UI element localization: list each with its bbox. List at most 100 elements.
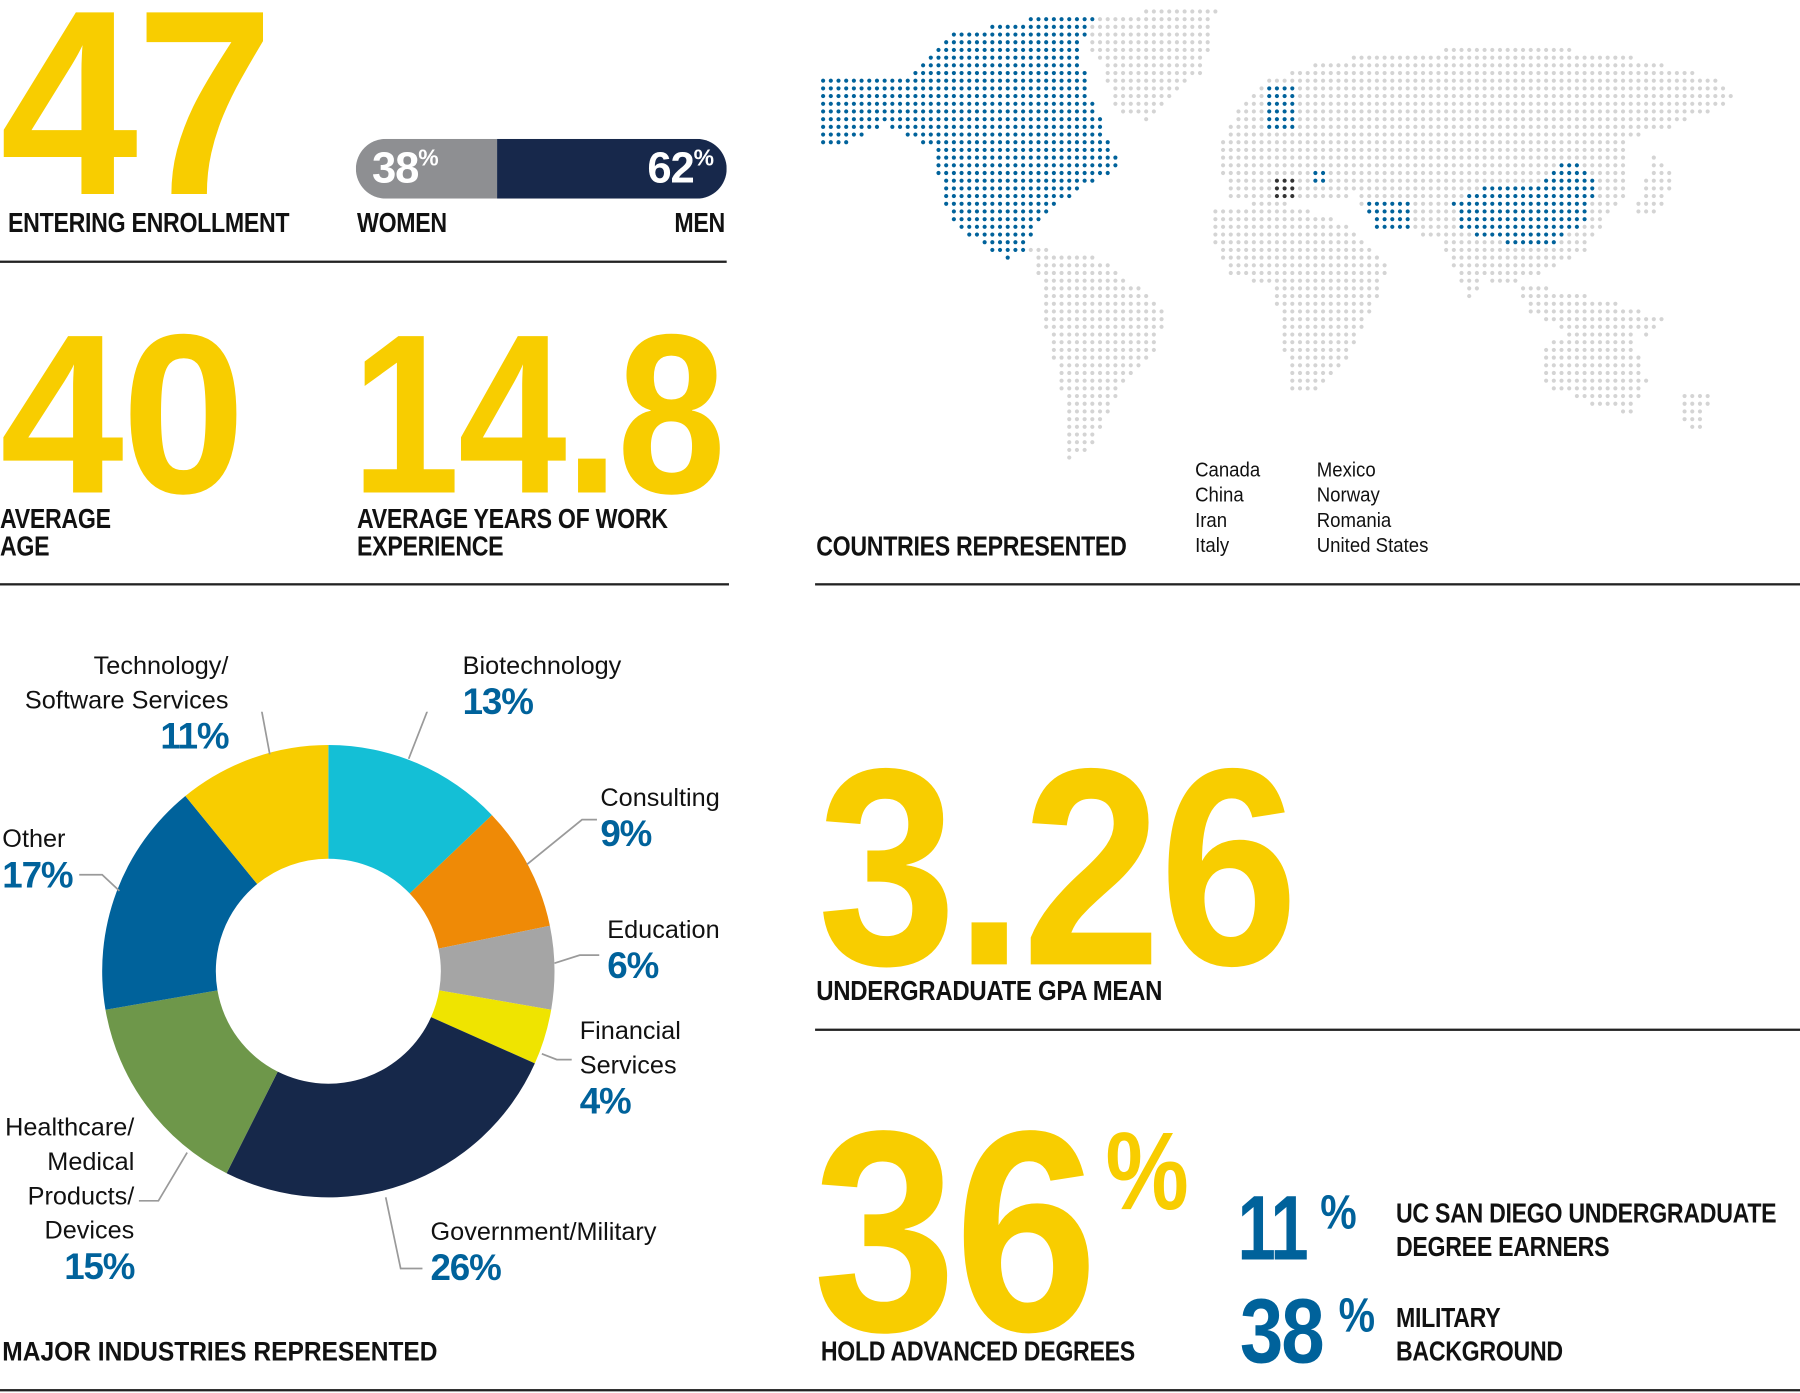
map-dot — [1605, 386, 1610, 391]
map-dot — [1282, 286, 1287, 291]
map-dot — [1451, 163, 1456, 168]
map-dot — [1321, 140, 1326, 145]
map-dot — [1144, 101, 1149, 106]
map-dot — [1074, 424, 1080, 429]
map-dot — [1459, 101, 1464, 106]
map-dot — [1282, 170, 1287, 176]
map-dot — [1344, 63, 1349, 68]
map-dot — [1451, 178, 1456, 183]
map-dot — [1344, 70, 1349, 76]
map-dot — [1590, 178, 1595, 183]
map-dot — [1567, 240, 1572, 245]
map-dot — [1074, 17, 1080, 22]
map-dot — [990, 40, 995, 45]
map-dot — [1651, 178, 1656, 183]
map-dot — [1590, 94, 1595, 99]
map-dot — [1282, 155, 1287, 160]
map-dot — [990, 63, 995, 68]
map-dot — [1367, 263, 1372, 268]
map-dot — [1582, 324, 1587, 329]
map-dot — [1490, 170, 1495, 176]
country-item: United States — [1316, 533, 1429, 557]
map-dot — [1244, 124, 1249, 129]
map-dot — [1290, 186, 1295, 191]
map-dot — [1297, 324, 1303, 329]
donut-slice — [431, 990, 552, 1064]
map-dot — [1067, 309, 1072, 314]
map-dot — [1013, 194, 1018, 199]
map-dot — [1613, 370, 1618, 376]
map-dot — [1074, 340, 1080, 345]
map-dot — [1697, 409, 1703, 414]
map-dot — [1367, 155, 1372, 160]
map-dot — [1274, 255, 1279, 260]
map-dot — [1036, 132, 1041, 137]
map-dot — [1597, 355, 1603, 360]
map-dot — [1074, 355, 1080, 360]
map-dot — [997, 201, 1003, 206]
map-dot — [1067, 140, 1072, 145]
map-dot — [1374, 94, 1379, 99]
map-dot — [1005, 217, 1010, 222]
map-dot — [1590, 63, 1595, 68]
map-dot — [1013, 94, 1018, 99]
map-dot — [1459, 155, 1464, 160]
country-item: Italy — [1195, 533, 1230, 557]
map-dot — [1082, 124, 1087, 129]
map-dot — [1582, 370, 1587, 376]
map-dot — [1574, 332, 1579, 337]
map-dot — [1682, 86, 1687, 91]
map-dot — [1121, 317, 1126, 322]
map-dot — [1044, 86, 1049, 91]
map-dot — [944, 194, 949, 199]
map-dot — [1359, 117, 1364, 122]
map-dot — [1590, 317, 1595, 322]
map-dot — [1497, 124, 1503, 129]
map-dot — [951, 209, 956, 214]
slice-label-text: Devices — [44, 1215, 135, 1245]
map-dot — [1474, 263, 1479, 268]
map-dot — [1290, 124, 1295, 129]
map-dot — [1105, 32, 1110, 37]
map-dot — [1490, 163, 1495, 168]
map-dot — [1144, 317, 1149, 322]
map-dot — [1636, 209, 1641, 214]
map-dot — [1282, 247, 1287, 252]
map-dot — [1551, 247, 1556, 252]
map-dot — [1436, 140, 1441, 145]
map-dot — [1397, 186, 1403, 191]
map-dot — [1351, 86, 1356, 91]
gender-bar: 38% 62% — [355, 138, 727, 199]
map-dot — [905, 101, 910, 106]
map-dot — [1467, 224, 1472, 229]
map-dot — [1067, 401, 1072, 406]
map-dot — [990, 24, 995, 29]
map-dot — [1121, 278, 1126, 283]
map-dot — [1705, 101, 1710, 106]
map-dot — [1097, 124, 1103, 129]
map-dot — [1705, 393, 1710, 399]
map-dot — [821, 140, 826, 145]
map-dot — [1282, 163, 1287, 168]
map-dot — [1074, 309, 1080, 314]
map-dot — [1036, 178, 1041, 183]
map-dot — [1328, 117, 1333, 122]
map-dot — [1513, 117, 1518, 122]
map-dot — [1297, 286, 1303, 291]
map-dot — [1359, 124, 1364, 129]
map-dot — [1336, 78, 1341, 83]
map-dot — [1582, 301, 1587, 306]
map-dot — [1074, 432, 1080, 437]
map-dot — [928, 140, 933, 145]
map-dot — [1028, 86, 1033, 91]
map-dot — [1036, 263, 1041, 268]
map-dot — [1590, 340, 1595, 345]
map-dot — [944, 178, 949, 183]
map-dot — [1528, 255, 1533, 260]
map-dot — [1528, 170, 1533, 176]
map-dot — [1074, 178, 1080, 183]
map-dot — [1113, 317, 1118, 322]
map-dot — [1613, 317, 1618, 322]
map-dot — [1190, 63, 1195, 68]
map-dot — [882, 86, 887, 91]
